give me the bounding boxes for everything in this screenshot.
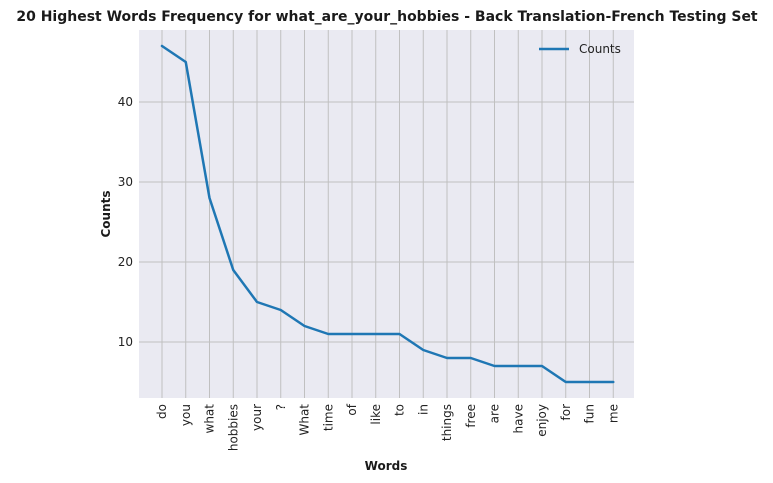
plot-area [139,30,634,398]
y-tick-label: 30 [118,175,133,189]
x-tick-label: things [440,404,454,441]
x-tick-label: free [464,404,478,428]
grid [139,30,634,398]
chart-title: 20 Highest Words Frequency for what_are_… [16,9,758,25]
x-tick-label: do [155,404,169,419]
x-tick-label: What [298,404,312,436]
x-tick-label: are [488,404,502,423]
x-tick-label: of [345,403,359,415]
x-tick-label: like [369,404,383,425]
x-tick-label: have [511,404,525,433]
x-tick-label: you [179,404,193,426]
x-tick-label: hobbies [226,404,240,451]
y-tick-label: 40 [118,95,133,109]
legend: Counts [539,42,621,56]
x-tick-label: to [393,404,407,416]
x-tick-label: ? [274,404,288,410]
x-tick-label: me [606,404,620,423]
x-tick-labels: do you what hobbies your? What time of like to in t… [155,403,620,451]
legend-label: Counts [579,42,621,56]
y-tick-label: 10 [118,335,133,349]
y-axis-label: Counts [99,190,113,237]
y-tick-labels: 10 20 30 40 [118,95,133,349]
x-tick-label: enjoy [535,404,549,437]
x-tick-label: time [321,404,335,431]
x-axis-label: Words [365,459,408,473]
series-line [160,44,615,384]
y-tick-label: 20 [118,255,133,269]
x-tick-label: what [203,404,217,434]
x-tick-label: fun [583,404,597,423]
series-layer [160,44,615,384]
x-tick-label: for [559,404,573,421]
x-tick-label: in [416,404,430,415]
x-tick-label: your [250,404,264,431]
